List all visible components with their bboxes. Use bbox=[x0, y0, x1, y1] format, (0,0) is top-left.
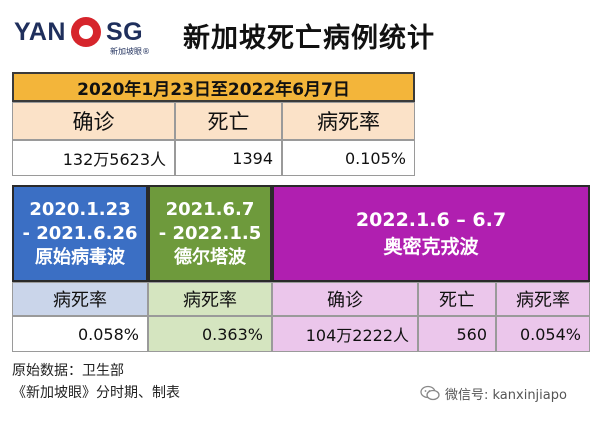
overall-val-confirmed: 132万5623人 bbox=[12, 140, 175, 176]
wave-original-period-end: - 2021.6.26 bbox=[22, 222, 138, 244]
wave-delta-value-cfr: 0.363% bbox=[148, 316, 272, 352]
overall-period-header: 2020年1月23日至2022年6月7日 bbox=[12, 72, 415, 102]
wave-original-name: 原始病毒波 bbox=[35, 246, 125, 268]
page-title: 新加坡死亡病例统计 bbox=[183, 23, 435, 54]
wave-delta-label-cfr: 病死率 bbox=[148, 282, 272, 316]
wave-delta-period-end: - 2022.1.5 bbox=[158, 222, 262, 244]
wave-omicron-val-cfr: 0.054% bbox=[496, 316, 590, 352]
credit-note: 《新加坡眼》分时期、制表 bbox=[12, 385, 180, 401]
eye-icon bbox=[71, 17, 101, 47]
logo-subtitle: 新加坡眼® bbox=[110, 47, 150, 56]
wave-omicron-header: 2022.1.6 – 6.7 奥密克戎波 bbox=[272, 185, 590, 282]
wave-delta-header: 2021.6.7 - 2022.1.5 德尔塔波 bbox=[148, 185, 272, 282]
logo-text-right: SG bbox=[106, 18, 144, 46]
logo-text-left: YAN bbox=[14, 18, 66, 46]
wechat-id: 微信号: kanxinjiapo bbox=[445, 387, 567, 403]
wave-original-label-cfr: 病死率 bbox=[12, 282, 148, 316]
logo: YAN SG 新加坡眼® bbox=[14, 12, 164, 56]
wechat-watermark: 微信号: kanxinjiapo bbox=[420, 382, 595, 404]
wave-original-value-cfr: 0.058% bbox=[12, 316, 148, 352]
wave-original-period-start: 2020.1.23 bbox=[29, 198, 131, 220]
source-note: 原始数据：卫生部 bbox=[12, 363, 124, 379]
overall-col-confirmed: 确诊 bbox=[12, 102, 175, 140]
wave-omicron-val-deaths: 560 bbox=[418, 316, 496, 352]
overall-col-deaths: 死亡 bbox=[175, 102, 282, 140]
wave-omicron-val-confirmed: 104万2222人 bbox=[272, 316, 418, 352]
wechat-icon bbox=[420, 385, 440, 401]
wave-omicron-name: 奥密克戎波 bbox=[383, 235, 479, 258]
overall-val-deaths: 1394 bbox=[175, 140, 282, 176]
wave-original-header: 2020.1.23 - 2021.6.26 原始病毒波 bbox=[12, 185, 148, 282]
overall-val-cfr: 0.105% bbox=[282, 140, 415, 176]
wave-omicron-col-deaths: 死亡 bbox=[418, 282, 496, 316]
wave-delta-name: 德尔塔波 bbox=[174, 246, 246, 268]
wave-omicron-period: 2022.1.6 – 6.7 bbox=[355, 208, 507, 231]
wave-omicron-col-confirmed: 确诊 bbox=[272, 282, 418, 316]
overall-col-cfr: 病死率 bbox=[282, 102, 415, 140]
wave-delta-period-start: 2021.6.7 bbox=[165, 198, 255, 220]
wave-omicron-col-cfr: 病死率 bbox=[496, 282, 590, 316]
